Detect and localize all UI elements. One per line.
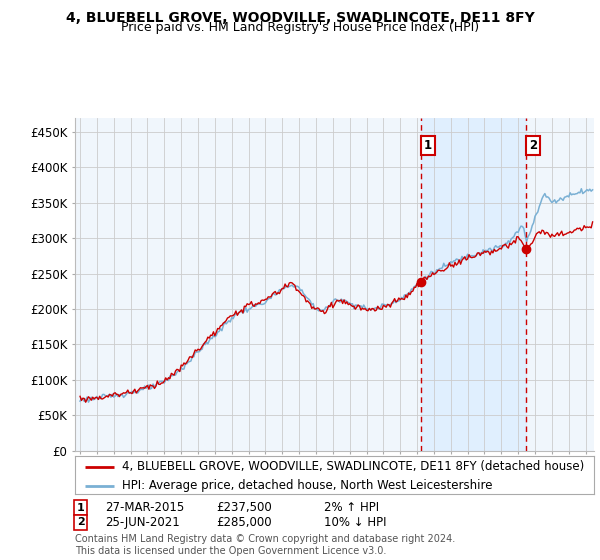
Text: 2: 2 xyxy=(529,139,537,152)
Text: 4, BLUEBELL GROVE, WOODVILLE, SWADLINCOTE, DE11 8FY (detached house): 4, BLUEBELL GROVE, WOODVILLE, SWADLINCOT… xyxy=(122,460,584,473)
Text: £285,000: £285,000 xyxy=(216,516,272,529)
Text: 4, BLUEBELL GROVE, WOODVILLE, SWADLINCOTE, DE11 8FY: 4, BLUEBELL GROVE, WOODVILLE, SWADLINCOT… xyxy=(65,11,535,25)
Text: HPI: Average price, detached house, North West Leicestershire: HPI: Average price, detached house, Nort… xyxy=(122,479,492,492)
Text: 2: 2 xyxy=(77,517,85,528)
Text: 27-MAR-2015: 27-MAR-2015 xyxy=(105,501,184,515)
Text: Price paid vs. HM Land Registry's House Price Index (HPI): Price paid vs. HM Land Registry's House … xyxy=(121,21,479,34)
Text: 1: 1 xyxy=(77,503,85,513)
Text: 10% ↓ HPI: 10% ↓ HPI xyxy=(324,516,386,529)
Text: 2% ↑ HPI: 2% ↑ HPI xyxy=(324,501,379,515)
Text: 25-JUN-2021: 25-JUN-2021 xyxy=(105,516,180,529)
Text: Contains HM Land Registry data © Crown copyright and database right 2024.
This d: Contains HM Land Registry data © Crown c… xyxy=(75,534,455,556)
Text: 1: 1 xyxy=(424,139,431,152)
Bar xyxy=(421,118,526,451)
Text: £237,500: £237,500 xyxy=(216,501,272,515)
